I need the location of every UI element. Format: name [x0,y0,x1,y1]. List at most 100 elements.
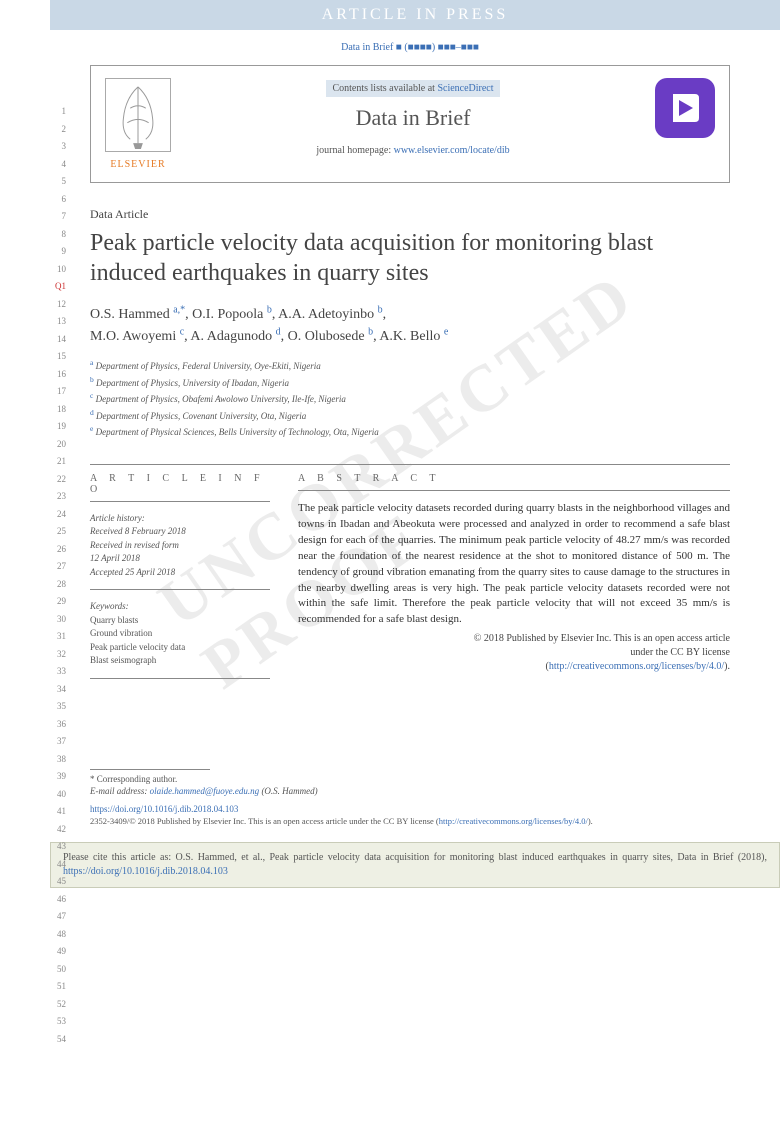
line-number: 4 [50,156,66,174]
citation-journal: Data in Brief [341,42,393,53]
author: O.I. Popoola b, [192,307,278,322]
history-accepted: Accepted 25 April 2018 [90,566,270,580]
email-label: E-mail address: [90,786,147,796]
history-revised-2: 12 April 2018 [90,552,270,566]
footer-cc-link[interactable]: http://creativecommons.org/licenses/by/4… [439,816,588,826]
line-number: 12 [50,296,66,314]
line-number: 34 [50,681,66,699]
contents-available-line: Contents lists available at ScienceDirec… [326,80,499,97]
line-number: 20 [50,436,66,454]
line-number: 24 [50,506,66,524]
line-number: 28 [50,576,66,594]
copyright-block: © 2018 Published by Elsevier Inc. This i… [298,632,730,674]
author: O.S. Hammed a,*, [90,307,192,322]
article-info-column: A R T I C L E I N F O Article history: R… [90,465,270,679]
line-number: 31 [50,628,66,646]
line-number: 38 [50,751,66,769]
line-number: 52 [50,996,66,1014]
affiliation: b Department of Physics, University of I… [90,374,730,391]
author: A.A. Adetoyinbo b, [278,307,386,322]
line-number: 44 [50,856,66,874]
line-number: 46 [50,891,66,909]
author: A.K. Bello e [379,329,448,344]
line-number: 35 [50,698,66,716]
journal-badge-icon [655,78,715,138]
affiliation: a Department of Physics, Federal Univers… [90,357,730,374]
line-number: 29 [50,593,66,611]
affiliations-list: a Department of Physics, Federal Univers… [90,357,730,440]
line-number: 51 [50,978,66,996]
history-received: Received 8 February 2018 [90,525,270,539]
line-number: 16 [50,366,66,384]
keyword: Quarry blasts [90,614,270,628]
keywords-block: Keywords: Quarry blastsGround vibrationP… [90,600,270,679]
authors-list: O.S. Hammed a,*, O.I. Popoola b, A.A. Ad… [90,302,730,347]
issn-text: 2352-3409/© 2018 Published by Elsevier I… [90,816,434,826]
line-number: 14 [50,331,66,349]
copyright-line-1: © 2018 Published by Elsevier Inc. This i… [298,632,730,646]
homepage-pre: journal homepage: [316,145,391,156]
line-number: 39 [50,768,66,786]
line-number: 2 [50,121,66,139]
line-number: 9 [50,243,66,261]
line-number: 37 [50,733,66,751]
line-number: 41 [50,803,66,821]
line-number: 30 [50,611,66,629]
history-label: Article history: [90,512,270,526]
affiliation: e Department of Physical Sciences, Bells… [90,423,730,440]
line-number: 26 [50,541,66,559]
abstract-heading: A B S T R A C T [298,465,730,491]
line-number: 25 [50,523,66,541]
citation-placeholder: ■ (■■■■) ■■■–■■■ [396,42,479,53]
keyword: Peak particle velocity data [90,641,270,655]
line-number: 15 [50,348,66,366]
two-column-layout: A R T I C L E I N F O Article history: R… [90,464,730,679]
homepage-link[interactable]: www.elsevier.com/locate/dib [394,145,510,156]
journal-header-box: ELSEVIER Contents lists available at Sci… [90,65,730,183]
doi-link[interactable]: https://doi.org/10.1016/j.dib.2018.04.10… [90,804,730,814]
line-number: 36 [50,716,66,734]
affiliation: d Department of Physics, Covenant Univer… [90,407,730,424]
keyword: Ground vibration [90,627,270,641]
line-number: Q1 [50,278,66,296]
line-number: 8 [50,226,66,244]
article-history: Article history: Received 8 February 201… [90,512,270,591]
cc-license-link[interactable]: http://creativecommons.org/licenses/by/4… [549,661,724,672]
line-number: 43 [50,838,66,856]
line-number: 13 [50,313,66,331]
article-in-press-banner: ARTICLE IN PRESS [50,0,780,30]
line-number: 27 [50,558,66,576]
line-number: 6 [50,191,66,209]
contents-pre-text: Contents lists available at [332,83,434,94]
corresponding-email-link[interactable]: olaide.hammed@fuoye.edu.ng [150,786,260,796]
line-number: 1 [50,103,66,121]
line-number: 49 [50,943,66,961]
line-number: 50 [50,961,66,979]
keyword: Blast seismograph [90,654,270,668]
author: M.O. Awoyemi c, [90,329,190,344]
line-number: 32 [50,646,66,664]
email-author-paren: (O.S. Hammed) [261,786,317,796]
corresponding-author-note: * Corresponding author. [90,774,730,784]
line-number: 19 [50,418,66,436]
article-info-heading: A R T I C L E I N F O [90,465,270,502]
cite-box-text: Please cite this article as: O.S. Hammed… [63,852,767,863]
line-number: 53 [50,1013,66,1031]
sciencedirect-link[interactable]: ScienceDirect [437,83,493,94]
line-number: 54 [50,1031,66,1049]
issn-line: 2352-3409/© 2018 Published by Elsevier I… [90,816,730,828]
please-cite-box: Please cite this article as: O.S. Hammed… [50,842,780,888]
line-number: 48 [50,926,66,944]
cite-box-doi-link[interactable]: https://doi.org/10.1016/j.dib.2018.04.10… [63,866,228,877]
line-number: 17 [50,383,66,401]
line-numbers-gutter: 12345678910Q1121314151617181920212223242… [50,103,66,1048]
header-middle: Contents lists available at ScienceDirec… [185,78,641,156]
author: A. Adagunodo d, [190,329,287,344]
email-line: E-mail address: olaide.hammed@fuoye.edu.… [90,786,730,796]
line-number: 7 [50,208,66,226]
copyright-line-2: under the CC BY license [298,646,730,660]
history-revised-1: Received in revised form [90,539,270,553]
line-number: 33 [50,663,66,681]
keywords-label: Keywords: [90,600,270,614]
line-number: 10 [50,261,66,279]
